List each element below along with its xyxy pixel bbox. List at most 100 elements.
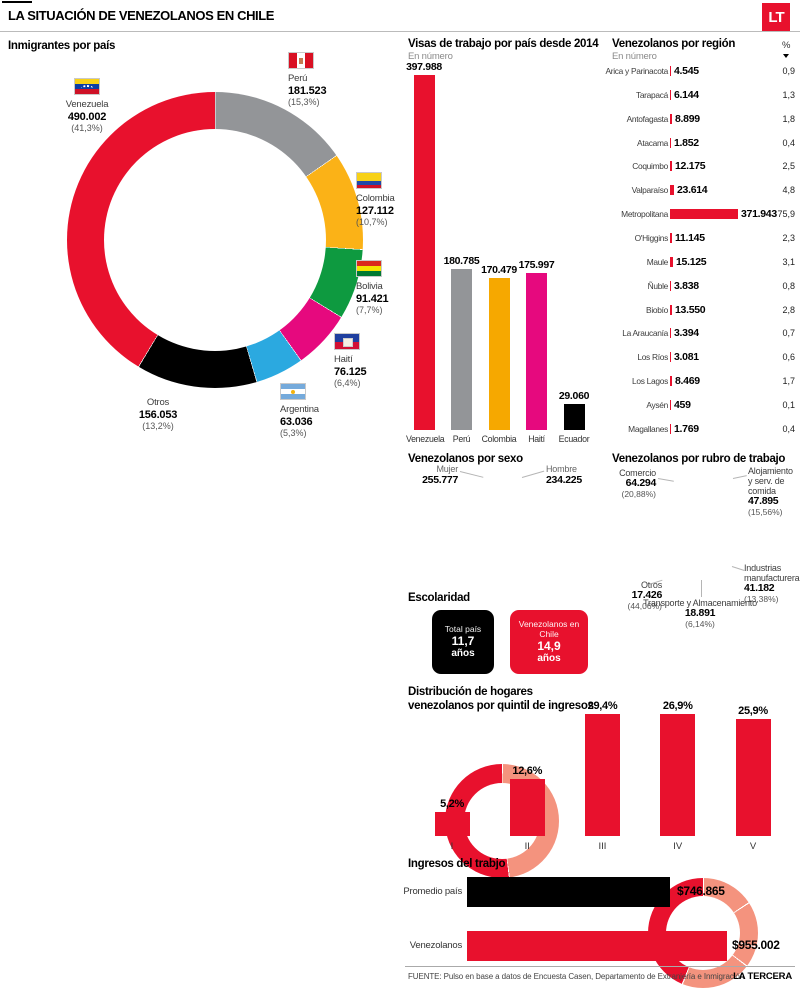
top-tick xyxy=(2,1,32,3)
callout-argentina: Argentina 63.036 (5,3%) xyxy=(280,383,319,438)
quintil-bar-3 xyxy=(585,714,620,836)
lt-logo: LT xyxy=(762,3,790,31)
ingresos-value-venezolanos: $955.002 xyxy=(732,938,780,952)
ingresos-bar-promedio xyxy=(467,877,670,907)
slice-label: Transporte y Almacenamiento xyxy=(643,598,757,608)
section-title-ingresos: Ingresos del trabjo xyxy=(408,858,506,870)
slice-pct: (15,3%) xyxy=(288,96,320,107)
slice-label: Haití xyxy=(334,353,353,365)
quintil-bar-5 xyxy=(735,719,771,836)
region-value: 3.081 xyxy=(674,351,699,364)
bar-value-label: 170.479 xyxy=(481,264,517,276)
regiones-pct-header: % xyxy=(782,40,791,51)
section-title-inmigrantes: Inmigrantes por país xyxy=(8,40,116,52)
slice-label: Colombia xyxy=(356,192,395,204)
slice-value: 91.421 xyxy=(356,292,389,305)
region-value: 8.469 xyxy=(675,375,700,388)
leader-line xyxy=(732,475,747,479)
region-row: La Araucanía 3.394 0,7 xyxy=(612,321,795,345)
region-pct: 4,8 xyxy=(782,185,795,196)
region-bar xyxy=(670,256,673,267)
section-title-escolaridad: Escolaridad xyxy=(408,592,470,604)
region-label: Valparaíso xyxy=(631,185,669,196)
sexo-hombre-label: Hombre 234.225 xyxy=(546,464,582,486)
region-value: 23.614 xyxy=(677,184,708,197)
region-value: 6.144 xyxy=(674,88,699,101)
footer-brand: LA TERCERA xyxy=(733,971,792,982)
slice-value: 41.182 xyxy=(744,582,775,595)
visas-bar-ecuador xyxy=(563,404,585,430)
region-row: Magallanes 1.769 0,4 xyxy=(612,417,795,441)
bolivia-flag-icon xyxy=(356,260,382,277)
slice-value: 63.036 xyxy=(280,415,313,428)
visas-subtitle: En número xyxy=(408,51,453,62)
region-bar xyxy=(670,399,671,410)
bar-value-label: 29,4% xyxy=(587,700,618,712)
peru-flag-icon xyxy=(288,52,314,69)
slice-pct: (6,4%) xyxy=(334,377,361,388)
slice-label: Comercio xyxy=(619,468,656,478)
box-label: Venezolanos en Chile xyxy=(518,618,580,639)
region-pct: 0,6 xyxy=(782,352,795,363)
slice-pct: (15,56%) xyxy=(748,506,783,517)
slice-pct: (5,3%) xyxy=(280,427,307,438)
slice-label: Otros xyxy=(640,580,662,590)
region-pct: 0,9 xyxy=(782,65,795,76)
bar-value-label: 397.988 xyxy=(406,61,442,73)
region-label: Los Ríos xyxy=(637,352,668,363)
argentina-flag-icon xyxy=(280,383,306,400)
region-label: La Araucanía xyxy=(622,328,668,339)
visas-column: 175.997 xyxy=(519,58,555,430)
regiones-subtitle: En número xyxy=(612,51,657,62)
haiti-flag-icon xyxy=(334,333,360,350)
region-bar xyxy=(670,65,671,76)
region-row: Maule 15.125 3,1 xyxy=(612,250,795,274)
bar-value-label: 26,9% xyxy=(662,700,693,712)
slice-pct: (10,7%) xyxy=(356,216,388,227)
slice-value: 234.225 xyxy=(546,474,582,486)
axis-label: II xyxy=(524,841,530,852)
axis-label: Haití xyxy=(528,434,545,444)
box-unit: años xyxy=(451,648,475,660)
axis-label: Perú xyxy=(452,434,471,444)
region-bar xyxy=(670,113,672,124)
slice-pct: (6,14%) xyxy=(685,618,715,629)
visas-bar-venezuela xyxy=(413,75,435,430)
visas-chart: 397.988 180.785 170.479 175.997 29.060 xyxy=(406,58,592,430)
ingresos-label-promedio: Promedio país xyxy=(403,886,462,897)
slice-value: 76.125 xyxy=(334,365,367,378)
axis-label: Colombia xyxy=(481,434,517,444)
box-unit: años xyxy=(537,653,561,665)
region-row: Coquimbo 12.175 2,5 xyxy=(612,154,795,178)
immigrants-donut-hole xyxy=(104,129,326,351)
quintil-column: 25,9% xyxy=(733,700,773,836)
sexo-mujer-label: Mujer 255.777 xyxy=(408,464,458,486)
quintil-bar-2 xyxy=(509,779,545,836)
rubro-transporte-label: Transporte y Almacenamiento 18.891 (6,14… xyxy=(640,598,760,629)
section-title-sexo: Venezolanos por sexo xyxy=(408,453,523,465)
rubro-otros-label: Otros 17.426 (44,06%) xyxy=(606,580,663,611)
region-pct: 2,3 xyxy=(782,232,795,243)
immigrants-donut xyxy=(67,92,363,388)
leader-line xyxy=(521,470,545,478)
quintil-bar-1 xyxy=(434,812,470,836)
rubro-comercio-label: Comercio 64.294 (20,88%) xyxy=(600,468,656,499)
callout-peru: Perú 181.523 (15,3%) xyxy=(288,52,327,107)
callout-venezuela: Venezuela 490.002 (41,3%) xyxy=(40,78,134,133)
slice-value: 17.426 xyxy=(631,589,663,602)
colombia-flag-icon xyxy=(356,172,382,189)
slice-value: 181.523 xyxy=(288,84,327,97)
region-bar xyxy=(670,185,674,196)
bar-value-label: 29.060 xyxy=(558,390,590,402)
leader-line xyxy=(459,471,484,478)
region-pct: 0,4 xyxy=(782,137,795,148)
visas-bar-colombia xyxy=(488,278,510,430)
region-value: 371.943 xyxy=(741,208,777,221)
region-bar xyxy=(670,232,672,243)
region-label: Arica y Parinacota xyxy=(605,65,668,76)
box-label: Total país xyxy=(444,623,482,634)
region-pct: 0,7 xyxy=(782,328,795,339)
region-label: Aysén xyxy=(646,399,668,410)
region-pct: 1,3 xyxy=(782,89,795,100)
region-row: Arica y Parinacota 4.545 0,9 xyxy=(605,59,795,83)
